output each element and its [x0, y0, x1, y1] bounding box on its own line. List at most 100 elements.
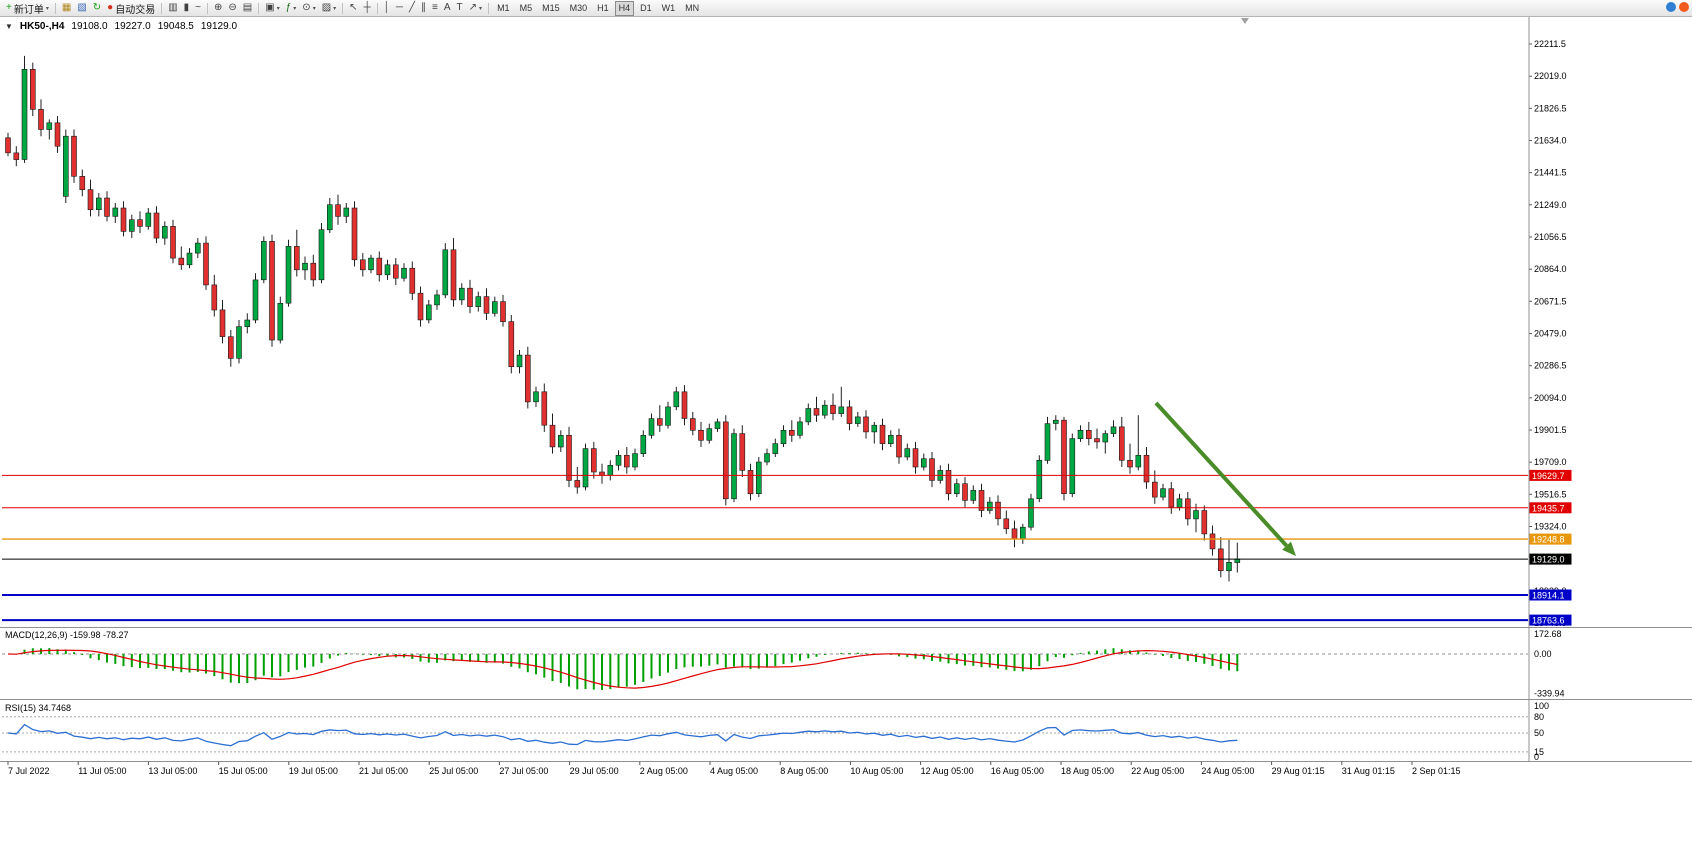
templates-icon: ▨: [321, 2, 332, 13]
timeframe-h1-button[interactable]: H1: [597, 2, 609, 13]
price-badge-label: 18914.1: [1532, 591, 1565, 601]
ohlc-high: 19227.0: [114, 21, 151, 32]
trendline-button[interactable]: ╱: [407, 1, 417, 15]
toolbar-separator: [376, 2, 378, 14]
candle-body: [129, 219, 135, 232]
candle-body: [145, 212, 152, 227]
macd-axis-label: -339.94: [1534, 688, 1565, 698]
candlestick-button[interactable]: ▮: [182, 1, 192, 15]
candle-body: [1036, 459, 1043, 499]
candle-body: [813, 408, 820, 416]
candle-body: [648, 418, 655, 436]
candle-body: [417, 292, 424, 321]
candle-body: [1102, 433, 1109, 443]
timeframe-m30-button[interactable]: M30: [569, 2, 588, 13]
new-chart-button[interactable]: ▣ ▾: [263, 1, 281, 15]
trend-arrow-object[interactable]: [1154, 401, 1296, 556]
time-tick-label: 25 Jul 05:00: [429, 766, 478, 776]
timeframe-w1-button[interactable]: W1: [661, 2, 676, 13]
candle-body: [656, 418, 663, 426]
time-axis[interactable]: 7 Jul 2022 11 Jul 05:00 13 Jul 05:00 15 Jul…: [7, 761, 1461, 777]
candle-body: [434, 294, 440, 306]
candle-body: [153, 212, 160, 239]
candle-body: [326, 204, 333, 231]
candle-body: [1011, 528, 1018, 540]
candle-body: [929, 458, 935, 481]
toolbar-separator: [207, 2, 209, 14]
candle-body: [533, 391, 539, 403]
charts-grid-button[interactable]: ▦: [60, 1, 73, 15]
candle-body: [574, 480, 581, 488]
candle-body: [714, 421, 721, 429]
candle-body: [640, 434, 647, 454]
zoom-out-button[interactable]: ⊖: [226, 1, 238, 15]
timeframe-m1-button[interactable]: M1: [497, 2, 510, 13]
timeframe-mn-button[interactable]: MN: [685, 2, 700, 13]
rsi-axis-label: 0: [1534, 752, 1539, 762]
timeframe-m15-button[interactable]: M15: [542, 2, 560, 13]
timeframe-h4-button[interactable]: H4: [614, 0, 635, 16]
candle-body: [1069, 438, 1076, 495]
horizontal-line-button[interactable]: ─: [394, 1, 405, 15]
time-tick-label: 2 Sep 01:15: [1412, 766, 1461, 776]
bar-chart-button[interactable]: ▥: [166, 1, 179, 15]
new-order-button[interactable]: + 新订单 ▾: [4, 1, 51, 16]
candle-body: [376, 257, 383, 276]
crosshair-button[interactable]: ┼: [362, 1, 373, 15]
one-click-trading-toggle[interactable]: ▼: [5, 22, 13, 31]
notification-icon[interactable]: [1679, 2, 1689, 12]
candle-body: [137, 219, 143, 227]
crosshair-icon: ┼: [363, 2, 371, 13]
candle-body: [178, 257, 185, 266]
candle-body: [458, 287, 465, 301]
panel-separators: [0, 16, 1692, 762]
tile-windows-button[interactable]: ▤: [241, 1, 254, 15]
label-icon: T: [456, 2, 463, 13]
candle-body: [285, 246, 292, 304]
candle-body: [1053, 419, 1059, 424]
price-tick-label: 22019.0: [1534, 71, 1567, 81]
timeframe-d1-button[interactable]: D1: [640, 2, 652, 13]
candle-body: [120, 207, 127, 232]
candle-body: [854, 416, 861, 424]
period-button[interactable]: ⊙ ▾: [300, 1, 317, 15]
candle-body: [739, 433, 746, 471]
rsi-indicator-label: RSI(15) 34.7468: [5, 703, 72, 713]
candle-body: [491, 301, 498, 314]
candle-body: [962, 483, 968, 501]
candle-body: [401, 267, 407, 279]
channel-button[interactable]: ∥: [419, 1, 428, 15]
candle-body: [970, 490, 977, 501]
trend-arrow-shaft[interactable]: [1154, 401, 1288, 548]
candle-body: [228, 336, 234, 359]
candle-body: [582, 448, 589, 488]
auto-trading-button[interactable]: ● 自动交易: [105, 1, 157, 16]
candlestick-icon: ▮: [183, 2, 190, 13]
timeframe-m5-button[interactable]: M5: [519, 2, 533, 13]
refresh-button[interactable]: ↻: [91, 1, 103, 15]
label-button[interactable]: T: [455, 1, 465, 15]
candle-body: [764, 453, 770, 463]
cursor-button[interactable]: ↖: [347, 1, 359, 15]
text-button[interactable]: A: [442, 1, 453, 15]
zoom-in-button[interactable]: ⊕: [212, 1, 224, 15]
candle-body: [170, 226, 176, 259]
candle-body: [21, 69, 28, 160]
price-badge: [1529, 533, 1572, 545]
candle-body: [615, 454, 622, 466]
candle-body: [1127, 459, 1133, 468]
candle-body: [772, 443, 779, 454]
chart-shift-marker[interactable]: [1241, 18, 1249, 24]
price-tick-label: 22211.5: [1534, 39, 1566, 49]
line-chart-icon: ~: [195, 2, 202, 13]
profiles-button[interactable]: ▧: [75, 1, 88, 15]
templates-button[interactable]: ▨ ▾: [320, 1, 338, 15]
vertical-line-button[interactable]: │: [382, 1, 392, 15]
fibonacci-button[interactable]: ≡: [430, 1, 440, 15]
macd-signal-line: [7, 649, 1238, 689]
arrows-button[interactable]: ↗ ▾: [467, 1, 484, 15]
candle-body: [392, 264, 399, 279]
line-chart-button[interactable]: ~: [193, 1, 203, 15]
indicators-button[interactable]: ƒ ▾: [284, 1, 299, 15]
